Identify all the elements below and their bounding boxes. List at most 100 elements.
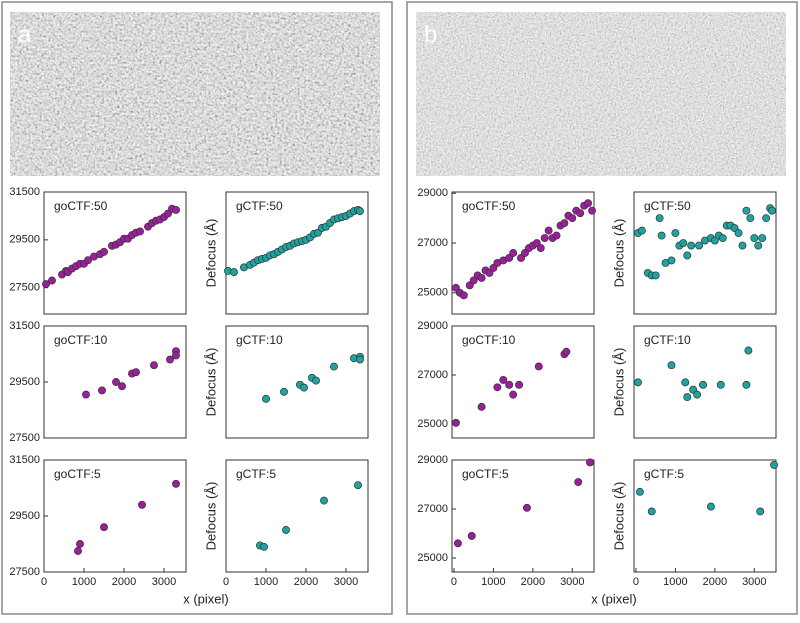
plot-frame [225, 459, 369, 573]
plot-frame [43, 459, 187, 573]
x-tick-label: 0 [451, 576, 457, 588]
point [300, 383, 308, 392]
panel-frame [1, 1, 393, 615]
plot-title: goCTF:10 [54, 333, 108, 347]
y-tick-label: 29500 [9, 510, 40, 522]
point [84, 256, 92, 265]
point [509, 390, 518, 399]
point [515, 380, 524, 389]
point [262, 394, 270, 403]
panel-label: b [424, 21, 437, 48]
y-tick-label: 31500 [9, 320, 40, 332]
x-tick-label: 3000 [152, 576, 176, 588]
y-axis-label: Defocus (Å) [203, 219, 218, 288]
point [100, 523, 108, 532]
plot-frame [633, 191, 777, 315]
x-tick-label: 3000 [560, 576, 584, 588]
x-axis-label: x (pixel) [183, 591, 229, 606]
y-tick-label: 25000 [417, 287, 448, 299]
point [150, 361, 158, 370]
point [76, 540, 84, 548]
y-tick-label: 25000 [417, 418, 448, 430]
point [718, 234, 727, 243]
x-tick-label: 3000 [742, 576, 766, 588]
point [679, 239, 688, 247]
point [683, 251, 692, 260]
point [693, 390, 702, 399]
point [667, 361, 676, 370]
point [356, 355, 364, 364]
plot-title: gCTF:5 [644, 467, 684, 481]
point [716, 380, 725, 389]
y-axis-label: Defocus (Å) [203, 348, 218, 417]
point [522, 503, 531, 512]
point [647, 507, 656, 516]
point [74, 547, 82, 555]
point [562, 347, 571, 356]
y-tick-label: 29000 [417, 320, 448, 332]
plot-frame [43, 191, 187, 315]
plot-title: goCTF:5 [54, 467, 101, 481]
plot-title: gCTF:50 [236, 199, 283, 213]
point [82, 390, 90, 399]
x-tick-label: 3000 [334, 576, 358, 588]
point [637, 226, 646, 235]
panel-frame [406, 1, 798, 615]
point [768, 206, 777, 215]
point [706, 502, 715, 511]
point [746, 214, 755, 223]
plot-title: goCTF:50 [54, 199, 108, 213]
point [118, 382, 126, 391]
point [758, 234, 767, 243]
point [683, 393, 692, 402]
point [584, 199, 593, 208]
point [451, 418, 460, 427]
micrograph [416, 12, 786, 176]
point [280, 387, 288, 396]
y-tick-label: 29500 [9, 234, 40, 246]
point [699, 380, 707, 389]
point [671, 229, 680, 238]
y-tick-label: 29000 [417, 187, 448, 199]
x-tick-label: 1000 [663, 576, 687, 588]
point [657, 231, 666, 240]
point [770, 460, 778, 469]
plot-frame [633, 459, 777, 573]
point [552, 231, 561, 240]
plot-frame [451, 325, 595, 439]
point [459, 291, 468, 300]
point [534, 362, 543, 371]
x-tick-label: 0 [223, 576, 229, 588]
x-axis-label: x (pixel) [591, 591, 637, 606]
micrograph [10, 12, 380, 176]
point [282, 526, 290, 534]
point [667, 256, 676, 265]
point [544, 226, 553, 235]
y-tick-label: 27500 [9, 566, 40, 578]
x-tick-label: 1000 [254, 576, 278, 588]
point [230, 268, 238, 277]
point [762, 214, 771, 223]
y-tick-label: 25000 [417, 552, 448, 564]
point [505, 380, 514, 389]
x-tick-label: 0 [41, 576, 47, 588]
point [172, 351, 180, 360]
point [136, 227, 144, 236]
point [477, 402, 486, 411]
y-axis-label: Defocus (Å) [611, 219, 626, 288]
plot-title: gCTF:50 [644, 199, 691, 213]
point [540, 234, 549, 243]
point [354, 481, 362, 490]
point [687, 241, 696, 250]
point [754, 241, 763, 250]
point [509, 249, 518, 257]
x-tick-label: 2000 [294, 576, 318, 588]
point [172, 479, 180, 488]
point [312, 376, 320, 385]
point [100, 247, 108, 256]
point [576, 209, 585, 218]
point [734, 229, 743, 238]
point [744, 346, 753, 355]
y-tick-label: 27000 [417, 237, 448, 249]
